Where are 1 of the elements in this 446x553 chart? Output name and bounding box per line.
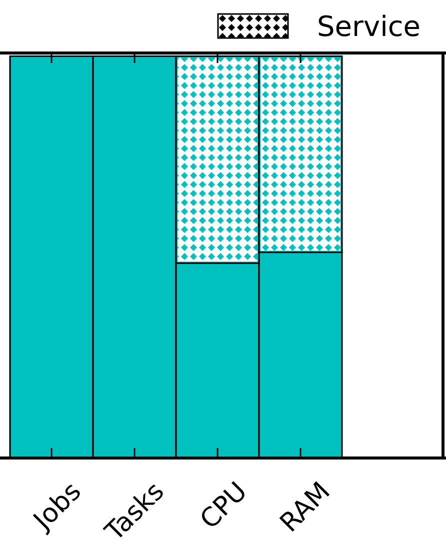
series-label: Service (317, 10, 420, 43)
